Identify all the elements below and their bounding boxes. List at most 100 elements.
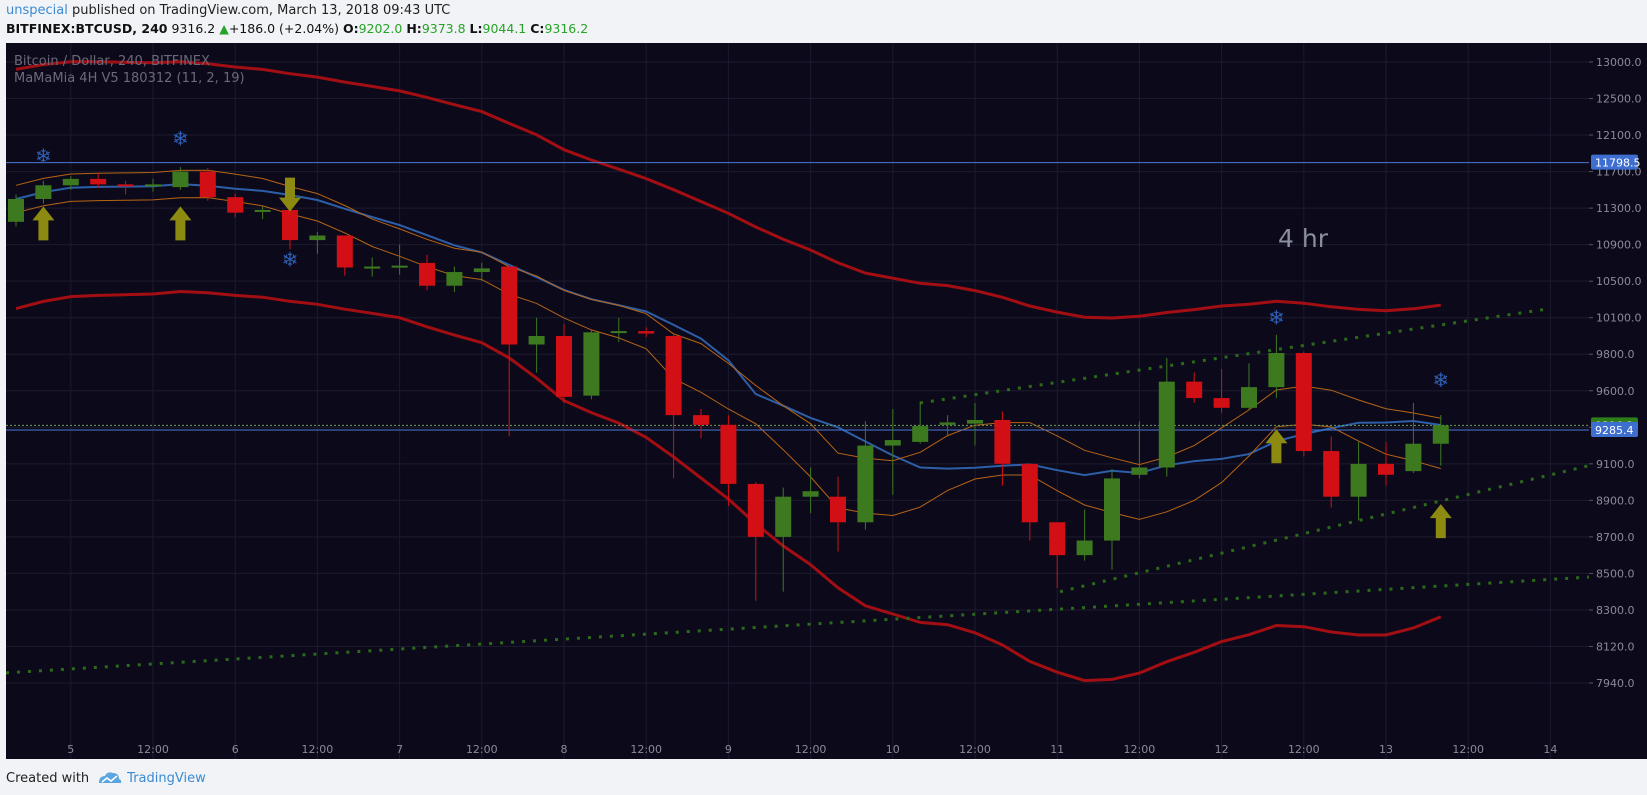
arrow-up-icon xyxy=(1265,429,1288,464)
symbol-name: BITFINEX:BTCUSD, 240 xyxy=(6,21,168,36)
price-tick-label: 8300.0 xyxy=(1596,604,1635,617)
candle-body xyxy=(336,235,353,268)
time-tick-label: 7 xyxy=(396,743,403,756)
candle-body xyxy=(117,184,134,187)
candle-body xyxy=(1049,522,1066,556)
published-text: published on TradingView.com, March 13, … xyxy=(71,3,451,18)
candle-body xyxy=(1158,381,1175,468)
price-change: +186.0 (+2.04%) xyxy=(228,21,339,36)
price-tick-label: 10100.0 xyxy=(1596,312,1642,325)
candle-body xyxy=(364,266,381,269)
snowflake-icon: ❄ xyxy=(282,247,299,271)
candle-body xyxy=(528,335,545,345)
arrow-up-icon xyxy=(1429,504,1452,539)
time-tick-label: 8 xyxy=(561,743,568,756)
candle-body xyxy=(227,197,244,213)
created-with-text: Created with xyxy=(6,770,90,786)
time-tick-label: 14 xyxy=(1543,743,1557,756)
time-tick-label: 12:00 xyxy=(1124,743,1156,756)
candle-body xyxy=(1405,443,1422,472)
candle-body xyxy=(1186,381,1203,399)
open-value: 9202.0 xyxy=(358,21,403,36)
time-tick-label: 11 xyxy=(1050,743,1064,756)
time-tick-label: 12:00 xyxy=(302,743,334,756)
ma-orange-lower-line xyxy=(15,197,1441,520)
price-tick-label: 9100.0 xyxy=(1596,458,1635,471)
candles xyxy=(8,167,1449,601)
time-tick-label: 12:00 xyxy=(959,743,991,756)
price-tick-label: 12500.0 xyxy=(1596,93,1642,106)
tradingview-link[interactable]: TradingView xyxy=(127,770,206,786)
ma-orange-upper-line xyxy=(15,169,1441,466)
candle-body xyxy=(1104,478,1120,541)
upper-band-line xyxy=(15,60,1442,320)
candle-body xyxy=(857,445,874,523)
grid xyxy=(6,43,1589,759)
candle-body xyxy=(556,335,572,397)
candle-body xyxy=(282,209,298,241)
price-tick-label: 13000.0 xyxy=(1596,56,1642,69)
author-link[interactable]: unspecial xyxy=(6,3,68,18)
price-tag xyxy=(1591,154,1638,170)
candle-body xyxy=(145,184,161,187)
candle-body xyxy=(35,185,52,199)
price-tick-label: 10500.0 xyxy=(1596,275,1642,288)
snowflake-icon: ❄ xyxy=(1432,368,1449,392)
time-tick-label: 12:00 xyxy=(1452,743,1484,756)
price-tick-label: 9600.0 xyxy=(1596,385,1635,398)
candle-body xyxy=(1021,463,1038,523)
candle-body xyxy=(912,426,929,442)
time-tick-label: 5 xyxy=(67,743,74,756)
time-tick-label: 13 xyxy=(1379,743,1393,756)
candle-body xyxy=(391,265,408,268)
price-tag-label: 9285.4 xyxy=(1595,424,1634,437)
candle-body xyxy=(199,171,216,198)
close-value: 9316.2 xyxy=(544,21,589,36)
price-tick-label: 8700.0 xyxy=(1596,531,1635,544)
arrow-up-icon xyxy=(32,206,55,241)
chart-legend-title: Bitcoin / Dollar, 240, BITFINEX xyxy=(14,54,210,69)
candle-body xyxy=(309,235,326,241)
candle-body xyxy=(1241,387,1257,408)
candle-body xyxy=(90,178,107,185)
candle-body xyxy=(62,178,79,186)
symbol-info: BITFINEX:BTCUSD, 240 9316.2 ▲+186.0 (+2.… xyxy=(6,21,588,36)
low-label: L: xyxy=(469,21,483,36)
candle-body xyxy=(473,268,490,273)
chart-legend-indicator: MaMaMia 4H V5 180312 (11, 2, 19) xyxy=(14,71,245,86)
candle-body xyxy=(8,198,24,222)
candle-body xyxy=(446,272,463,286)
candle-body xyxy=(172,171,189,188)
signal-markers: ❄ ❄ ❄ ❄ ❄ xyxy=(32,127,1452,539)
time-tick-label: 12 xyxy=(1215,743,1229,756)
time-tick-label: 12:00 xyxy=(137,743,169,756)
time-tick-label: 12:00 xyxy=(466,743,498,756)
time-axis-labels: 5 12:00 6 12:00 7 12:00 8 12:00 9 12:00 10 12:00 11 1… xyxy=(67,743,1557,756)
candle-body xyxy=(939,422,956,425)
candle-body xyxy=(1350,463,1367,497)
snowflake-icon: ❄ xyxy=(172,127,189,151)
candle-body xyxy=(967,419,983,424)
footer: Created with TradingView xyxy=(6,770,206,786)
price-tag-label: 11798.5 xyxy=(1595,157,1641,170)
price-tag xyxy=(1591,421,1638,437)
candle-body xyxy=(884,440,901,446)
trendline-middle xyxy=(1059,464,1590,594)
time-tick-label: 6 xyxy=(232,743,239,756)
candle-body xyxy=(665,335,682,416)
candle-body xyxy=(583,332,600,396)
price-axis-labels: 13000.012500.012100.011700.011300.010900… xyxy=(1589,56,1642,690)
candle-body xyxy=(1432,425,1449,444)
price-tick-label: 8500.0 xyxy=(1596,567,1635,580)
tradingview-logo-icon xyxy=(99,772,122,783)
high-label: H: xyxy=(406,21,422,36)
ma-blue-line xyxy=(15,183,1441,477)
candle-body xyxy=(994,419,1011,464)
candle-body xyxy=(693,415,709,425)
candle-body xyxy=(1378,463,1394,475)
candle-body xyxy=(1268,353,1285,388)
candle-body xyxy=(501,266,518,345)
candle-body xyxy=(254,209,271,212)
candle-body xyxy=(419,262,435,286)
